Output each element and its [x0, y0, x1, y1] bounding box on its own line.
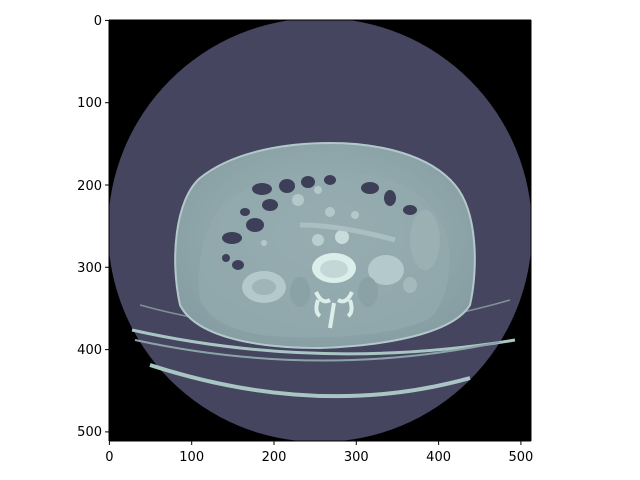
x-axis: 0 100 200 300 400 500	[105, 441, 533, 465]
y-axis: 0 100 200 300 400 500	[77, 14, 109, 440]
x-tick-label: 0	[105, 450, 113, 465]
organ-right	[410, 210, 440, 270]
x-tick-label: 200	[262, 450, 287, 465]
right-kidney	[368, 255, 404, 285]
right-psoas	[358, 277, 378, 307]
table-line-upper-2	[134, 339, 501, 362]
table-line-upper	[131, 328, 516, 356]
vertebral-posterior-elements	[314, 291, 354, 329]
right-kidney-lower	[403, 277, 417, 293]
left-kidney-pelvis	[252, 279, 276, 295]
left-psoas	[290, 277, 310, 307]
x-tick-label: 400	[426, 450, 451, 465]
axes-spines	[108, 19, 532, 442]
ct-slice-image	[109, 20, 531, 441]
y-tick-label: 300	[77, 261, 102, 276]
y-tick-label: 0	[94, 14, 102, 29]
y-tick-label: 100	[77, 96, 102, 111]
x-tick-label: 300	[344, 450, 369, 465]
table-line-lower	[149, 363, 471, 399]
y-tick-label: 500	[77, 425, 102, 440]
y-tick-label: 200	[77, 179, 102, 194]
vessel-branch	[299, 222, 396, 243]
bowel-wall	[261, 186, 359, 246]
y-tick-label: 400	[77, 343, 102, 358]
x-tick-label: 100	[179, 450, 204, 465]
bowel-gas	[222, 175, 417, 270]
ivc	[312, 234, 324, 246]
x-tick-label: 500	[508, 450, 533, 465]
aorta	[335, 230, 349, 244]
vertebral-body-inner	[320, 260, 348, 278]
